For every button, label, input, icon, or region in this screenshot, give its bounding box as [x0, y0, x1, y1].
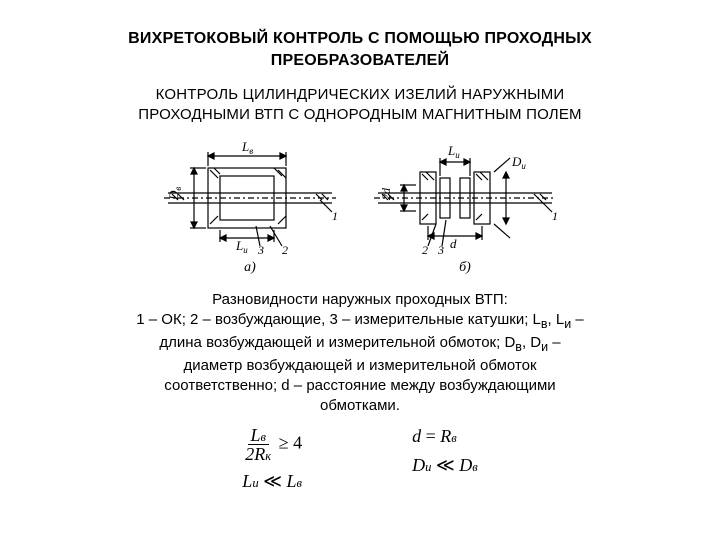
subtitle-line-2: ПРОХОДНЫМИ ВТП С ОДНОРОДНЫМ МАГНИТНЫМ ПО… — [138, 106, 581, 123]
svg-text:2: 2 — [282, 243, 288, 257]
formula-4: Dи ≪ Dв — [412, 455, 478, 476]
svg-text:3: 3 — [257, 243, 264, 257]
svg-text:Lи: Lи — [235, 238, 248, 255]
svg-text:2: 2 — [422, 243, 428, 257]
diagram-a-svg: Lв Dв Lи 1 2 3 — [160, 138, 340, 258]
main-title: ВИХРЕТОКОВЫЙ КОНТРОЛЬ С ПОМОЩЬЮ ПРОХОДНЫ… — [60, 28, 660, 71]
title-line-2: ПРЕОБРАЗОВАТЕЛЕЙ — [271, 52, 449, 69]
formula-block: Lв 2Rк ≥ 4 Lи ≪ Lв d = Rв Dи ≪ Dв — [60, 426, 660, 492]
caption-line-6: обмотками. — [320, 397, 400, 414]
svg-text:Dв: Dв — [166, 186, 183, 200]
svg-text:Lв: Lв — [241, 139, 253, 156]
caption-sub-v2: в — [515, 340, 522, 354]
figure-row: Lв Dв Lи 1 2 3 а) — [60, 138, 660, 276]
figure-a: Lв Dв Lи 1 2 3 а) — [160, 138, 340, 276]
caption-line-3b: , D — [522, 334, 541, 351]
page: ВИХРЕТОКОВЫЙ КОНТРОЛЬ С ПОМОЩЬЮ ПРОХОДНЫ… — [0, 0, 720, 492]
formula-col-left: Lв 2Rк ≥ 4 Lи ≪ Lв — [242, 426, 302, 492]
title-line-1: ВИХРЕТОКОВЫЙ КОНТРОЛЬ С ПОМОЩЬЮ ПРОХОДНЫ… — [128, 30, 592, 47]
formula-3: d = Rв — [412, 426, 457, 447]
svg-text:Lи: Lи — [447, 143, 460, 160]
figure-a-label: а) — [160, 260, 340, 276]
figure-b-label: б) — [370, 260, 560, 276]
formula-1: Lв 2Rк ≥ 4 — [242, 426, 302, 463]
formula-2: Lи ≪ Lв — [242, 471, 302, 492]
svg-text:1: 1 — [552, 209, 558, 223]
formula-col-right: d = Rв Dи ≪ Dв — [412, 426, 478, 492]
caption-line-2b: , L — [548, 311, 565, 328]
caption-line-3c: – — [548, 334, 561, 351]
svg-text:d: d — [450, 236, 457, 251]
caption-line-4: диаметр возбуждающей и измерительной обм… — [183, 357, 536, 374]
figure-b: Lи Dи 2d d 1 2 3 б) — [370, 138, 560, 276]
subtitle: КОНТРОЛЬ ЦИЛИНДРИЧЕСКИХ ИЗЕЛИЙ НАРУЖНЫМИ… — [60, 85, 660, 126]
svg-text:Dи: Dи — [511, 154, 526, 171]
svg-text:3: 3 — [437, 243, 444, 257]
caption-line-5: соответственно; d – расстояние между воз… — [164, 377, 555, 394]
svg-text:1: 1 — [332, 209, 338, 223]
caption-line-2a: 1 – ОК; 2 – возбуждающие, 3 – измеритель… — [136, 311, 541, 328]
caption-line-1: Разновидности наружных проходных ВТП: — [212, 291, 508, 308]
caption-line-2c: – — [571, 311, 584, 328]
svg-text:2d: 2d — [379, 187, 393, 200]
figure-caption: Разновидности наружных проходных ВТП: 1 … — [65, 290, 655, 417]
caption-line-3a: длина возбуждающей и измерительной обмот… — [159, 334, 515, 351]
caption-sub-v1: в — [541, 317, 548, 331]
subtitle-line-1: КОНТРОЛЬ ЦИЛИНДРИЧЕСКИХ ИЗЕЛИЙ НАРУЖНЫМИ — [156, 86, 565, 103]
diagram-b-svg: Lи Dи 2d d 1 2 3 — [370, 138, 560, 258]
